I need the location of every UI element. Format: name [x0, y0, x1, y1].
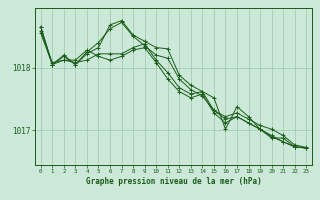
X-axis label: Graphe pression niveau de la mer (hPa): Graphe pression niveau de la mer (hPa)	[86, 177, 261, 186]
